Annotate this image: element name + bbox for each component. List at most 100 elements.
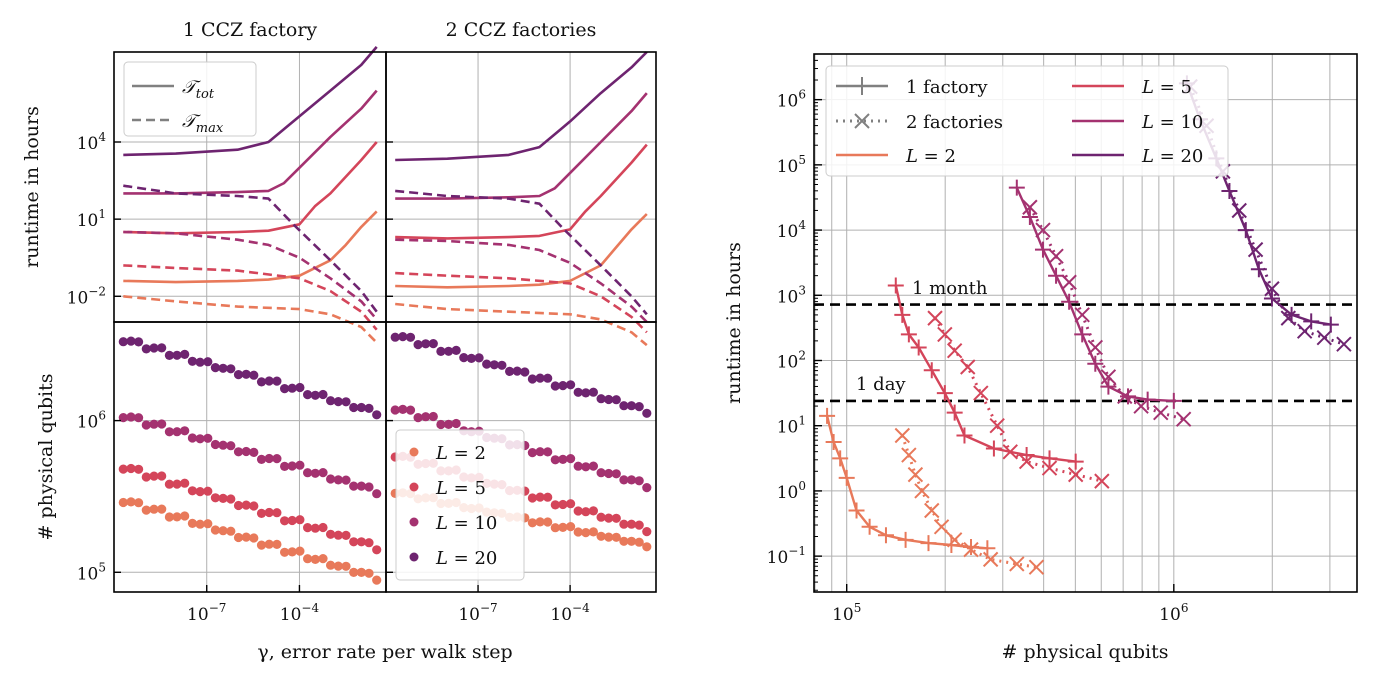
data-point-L10-f2 xyxy=(1153,404,1169,421)
data-point-p1-L5 xyxy=(203,486,213,496)
data-point-p1-L10 xyxy=(264,453,274,464)
data-point-p2-L2 xyxy=(626,536,637,546)
data-point-p1-L20 xyxy=(241,369,251,379)
data-point-p1-L10 xyxy=(280,461,290,471)
data-point-L5-f1 xyxy=(900,326,917,343)
data-point-p2-L20 xyxy=(626,401,637,411)
data-point-L2-f2 xyxy=(963,541,979,558)
data-point-p2-L20 xyxy=(566,380,576,390)
series-line-p2-L5-max xyxy=(395,271,648,334)
data-point-p1-L5 xyxy=(118,464,128,474)
data-point-L2-f2 xyxy=(924,502,940,519)
data-point-p1-L5 xyxy=(280,516,290,526)
data-point-p1-L20 xyxy=(372,410,382,420)
data-point-p1-L20 xyxy=(349,402,359,413)
data-point-p2-L2 xyxy=(588,527,599,537)
data-point-p1-L10 xyxy=(172,427,182,437)
data-point-p2-L20 xyxy=(505,366,515,376)
y-tick-label: 101 xyxy=(77,207,106,231)
data-point-p1-L2 xyxy=(356,567,366,578)
data-point-L5-f1 xyxy=(923,362,940,379)
data-point-p2-L10 xyxy=(444,419,454,429)
data-point-L2-f2 xyxy=(946,532,963,548)
data-point-p2-L2 xyxy=(535,517,545,527)
data-point-L2-f2 xyxy=(1028,559,1045,575)
data-point-p1-L10 xyxy=(326,474,336,484)
data-point-p2-L5 xyxy=(634,520,644,530)
data-point-p2-L5 xyxy=(611,513,621,523)
y-tick-label: 106 xyxy=(777,88,806,112)
data-point-p2-L5 xyxy=(596,512,606,522)
data-point-L10-f1 xyxy=(1048,267,1065,284)
data-point-L20-f1 xyxy=(1263,290,1280,307)
data-point-L5-f2 xyxy=(946,343,963,359)
data-point-p1-L2 xyxy=(126,497,136,507)
data-point-p1-L5 xyxy=(295,515,305,525)
data-point-p2-L20 xyxy=(497,360,507,370)
data-point-p2-L5 xyxy=(626,519,637,529)
y-tick-label: 105 xyxy=(77,560,106,584)
legend-ttot-label: 𝒯tot xyxy=(182,77,215,102)
data-point-p1-L10 xyxy=(164,427,174,437)
data-point-p2-L20 xyxy=(611,395,621,405)
data-point-L5-f1 xyxy=(910,339,927,356)
data-point-L2-f1 xyxy=(943,537,960,554)
left-top-legend-box xyxy=(123,61,257,137)
data-point-p2-L5 xyxy=(543,492,553,502)
left-bottom-series xyxy=(118,332,652,585)
data-point-p1-L20 xyxy=(134,337,144,347)
y-tick-label: 102 xyxy=(777,348,806,372)
data-point-L10-f1 xyxy=(1087,355,1104,372)
data-point-p2-L10 xyxy=(642,483,652,493)
left-bottom-ylabel: # physical qubits xyxy=(35,373,57,540)
data-point-p1-L20 xyxy=(226,364,236,374)
x-tick-label: 10−4 xyxy=(280,601,320,625)
right-ylabel: runtime in hours xyxy=(723,242,745,404)
data-point-p1-L2 xyxy=(303,554,313,564)
data-point-p2-L20 xyxy=(535,373,545,383)
data-point-L10-f1 xyxy=(1021,209,1038,226)
data-point-L2-f2 xyxy=(914,483,930,499)
data-point-p1-L20 xyxy=(210,363,220,373)
data-point-p2-L20 xyxy=(588,387,599,397)
x-tick-label: 106 xyxy=(1159,601,1188,625)
data-point-p2-L5 xyxy=(566,499,576,509)
legend-1factory-marker xyxy=(853,77,871,95)
data-point-p2-L2 xyxy=(573,527,583,537)
data-point-p1-L10 xyxy=(141,420,151,430)
data-point-p2-L10 xyxy=(543,447,553,457)
data-point-p1-L2 xyxy=(264,539,274,549)
data-point-p2-L2 xyxy=(596,531,606,541)
data-point-p2-L20 xyxy=(604,394,614,405)
data-point-L2-f1 xyxy=(963,539,980,556)
data-point-L2-f1 xyxy=(897,531,914,548)
panel-title-1: 1 CCZ factory xyxy=(183,19,318,41)
y-tick-label: 104 xyxy=(77,130,107,154)
data-point-L5-f2 xyxy=(927,310,943,326)
data-point-p2-L2 xyxy=(527,518,538,528)
data-point-L2-f2 xyxy=(901,447,917,463)
data-point-p1-L5 xyxy=(172,479,182,489)
data-point-p2-L20 xyxy=(489,360,499,370)
data-point-L20-f2 xyxy=(1264,281,1280,297)
y-tick-label: 104 xyxy=(777,218,807,242)
data-point-p2-L20 xyxy=(634,402,644,412)
data-point-p1-L10 xyxy=(180,426,190,436)
legend-l2-marker xyxy=(409,447,419,457)
data-point-L5-f2 xyxy=(960,359,976,375)
data-point-L10-f1 xyxy=(1034,241,1051,258)
data-point-p2-L10 xyxy=(611,469,621,479)
left-bottom-frame-2 xyxy=(385,321,657,593)
data-point-p1-L20 xyxy=(318,389,328,400)
data-point-p1-L5 xyxy=(164,479,174,489)
legend-l20-label: L = 20 xyxy=(435,548,497,569)
data-point-L5-f1 xyxy=(946,404,963,421)
data-point-L2-f1 xyxy=(838,469,855,486)
data-point-L20-f2 xyxy=(1336,336,1352,352)
data-point-p1-L20 xyxy=(272,376,282,386)
data-point-L5-f1 xyxy=(894,306,911,323)
data-point-p2-L20 xyxy=(421,339,431,349)
data-point-L5-f2 xyxy=(1041,460,1058,476)
right-y-ticks: 106 105 104 103 102 101 100 10−1 xyxy=(767,53,822,591)
y-tick-label: 10−1 xyxy=(767,544,806,568)
